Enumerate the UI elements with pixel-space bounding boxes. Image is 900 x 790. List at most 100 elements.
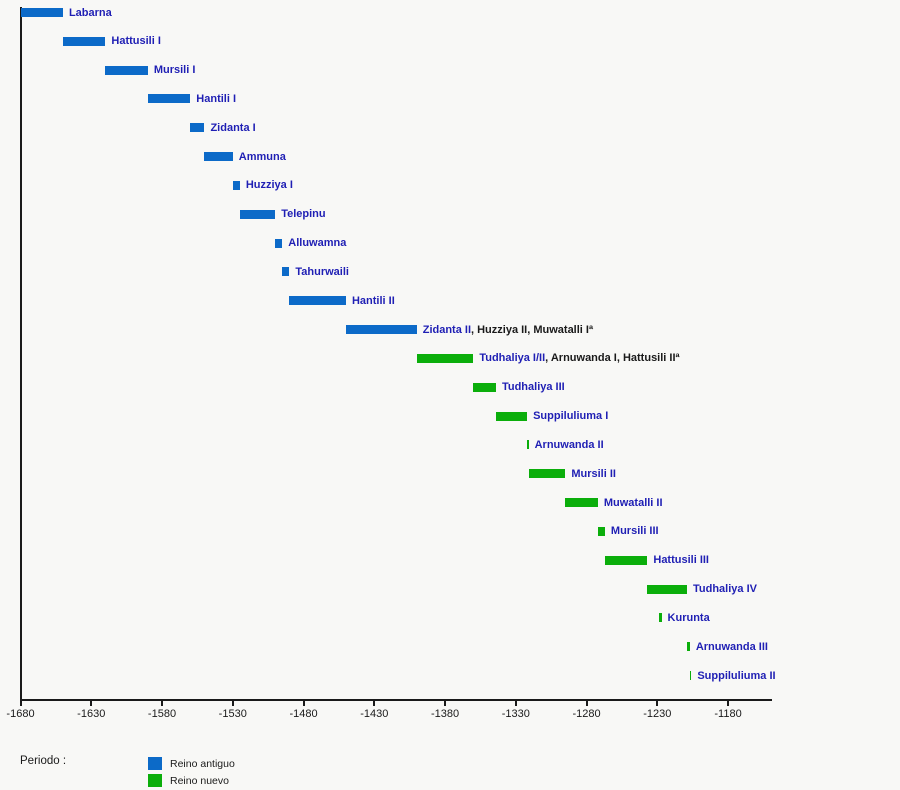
reign-bar <box>604 555 648 565</box>
reign-label: Huzziya I <box>246 178 293 192</box>
reign-label: Mursili I <box>154 63 196 77</box>
legend-label: Reino nuevo <box>170 774 229 787</box>
x-axis-tick <box>444 701 447 706</box>
x-axis-tick-label: -1480 <box>289 708 318 720</box>
reign-bar <box>527 440 529 450</box>
reign-bar <box>473 382 496 392</box>
reign-bar <box>416 353 474 363</box>
legend: Periodo : Reino antiguo Reino nuevo <box>0 748 900 790</box>
legend-swatch <box>148 757 162 770</box>
reign-bar <box>147 94 191 104</box>
reign-bar <box>105 65 148 75</box>
reign-label: Hantili I <box>196 92 236 106</box>
reign-label: Kurunta <box>668 611 710 625</box>
x-axis-tick <box>161 701 163 706</box>
king-name: Muwatalli II <box>603 496 663 509</box>
king-name: Suppiluliuma I <box>533 410 609 423</box>
king-name: Zidanta II <box>422 323 471 336</box>
king-name: Mursili III <box>610 525 659 538</box>
king-name: Hantili I <box>196 92 237 105</box>
x-axis-line <box>20 699 772 701</box>
reign-label: Tudhaliya IV <box>693 582 757 596</box>
king-name: Alluwamna <box>288 237 347 250</box>
reign-bar <box>597 526 605 536</box>
reign-label: Tudhaliya I/II, Arnuwanda I, Hattusili I… <box>479 351 679 365</box>
x-axis-tick-label: -1330 <box>501 708 530 720</box>
x-axis-tick-label: -1180 <box>714 708 742 720</box>
reign-bar <box>275 238 283 248</box>
x-axis-tick <box>373 701 376 706</box>
reign-bar <box>20 8 63 17</box>
x-axis-tick-label: -1280 <box>572 708 601 720</box>
reign-bar <box>204 152 233 162</box>
x-axis-tick-label: -1630 <box>77 708 106 720</box>
x-axis-tick <box>585 701 588 706</box>
reign-label: Hantili II <box>352 294 395 308</box>
reign-bar <box>345 325 417 335</box>
reign-label: Zidanta I <box>210 121 255 135</box>
hittite-kings-timeline-chart: Labarna Hattusili I Mursili I Hantili I Zida… <box>6 6 775 721</box>
reign-label: Hattusili I <box>111 34 161 48</box>
reign-bar <box>232 180 240 190</box>
king-name: Mursili II <box>571 467 616 480</box>
king-name: Kurunta <box>667 611 710 624</box>
reign-label: Tahurwaili <box>295 265 349 279</box>
king-name: Labarna <box>68 6 112 19</box>
reign-label: Hattusili III <box>653 553 709 567</box>
reign-bar <box>647 584 687 594</box>
king-name: Arnuwanda II <box>534 438 604 451</box>
reign-bar <box>239 209 276 219</box>
reign-label: Muwatalli II <box>604 496 663 510</box>
reign-bar <box>289 296 346 306</box>
reign-bar <box>495 411 528 421</box>
x-axis-tick <box>90 701 93 706</box>
reign-label: Telepinu <box>281 207 325 221</box>
reign-label: Labarna <box>69 6 112 20</box>
king-name: Mursili I <box>153 64 196 77</box>
reign-label: Suppiluliuma I <box>533 409 608 423</box>
king-name: Tudhaliya IV <box>693 583 757 596</box>
reign-bar <box>687 642 690 652</box>
x-axis-tick-label: -1680 <box>6 708 35 720</box>
reign-label: Suppiluliuma II <box>697 669 775 683</box>
reign-bar <box>689 671 692 681</box>
reign-label: Tudhaliya III <box>502 380 565 394</box>
king-name: Telepinu <box>281 208 326 221</box>
king-name: Suppiluliuma II <box>697 669 776 682</box>
reign-bar <box>658 613 662 623</box>
x-axis-tick <box>656 701 659 706</box>
x-axis-tick <box>727 701 730 706</box>
x-axis-tick-label: -1580 <box>147 708 177 720</box>
x-axis-tick-label: -1380 <box>430 708 460 720</box>
king-name: Tudhaliya I/II <box>479 352 546 365</box>
reign-label: Arnuwanda II <box>535 438 604 452</box>
king-name: Hattusili III <box>653 554 709 567</box>
legend-swatch <box>148 773 162 787</box>
x-axis-tick <box>19 701 22 706</box>
king-name: Hantili II <box>351 294 395 307</box>
x-axis-tick-label: -1230 <box>643 708 672 720</box>
king-name: Huzziya I <box>245 179 293 192</box>
reign-label: Ammuna <box>239 150 286 164</box>
reign-label: Zidanta II, Huzziya II, Muwatalli Iª <box>423 323 593 337</box>
co-rulers-text: , Huzziya II, Muwatalli Iª <box>471 323 594 336</box>
reign-bar <box>565 498 598 508</box>
x-axis-tick <box>514 701 517 706</box>
king-name: Tudhaliya III <box>501 381 565 394</box>
reign-label: Mursili II <box>571 467 616 481</box>
reign-bar <box>190 123 205 133</box>
x-axis-tick-label: -1530 <box>218 708 247 720</box>
x-axis-tick-label: -1430 <box>360 708 389 720</box>
x-axis-tick <box>231 701 234 706</box>
king-name: Hattusili I <box>111 35 161 48</box>
king-name: Tahurwaili <box>295 265 349 278</box>
co-rulers-text: , Arnuwanda I, Hattusili IIª <box>545 352 680 365</box>
king-name: Arnuwanda III <box>695 640 768 653</box>
legend-label: Reino antiguo <box>170 758 235 770</box>
reign-label: Mursili III <box>611 524 659 538</box>
reign-bar <box>528 469 566 479</box>
king-name: Ammuna <box>238 150 286 163</box>
king-name: Zidanta I <box>210 121 256 134</box>
legend-title: Periodo : <box>20 755 67 767</box>
x-axis-tick <box>302 701 305 706</box>
